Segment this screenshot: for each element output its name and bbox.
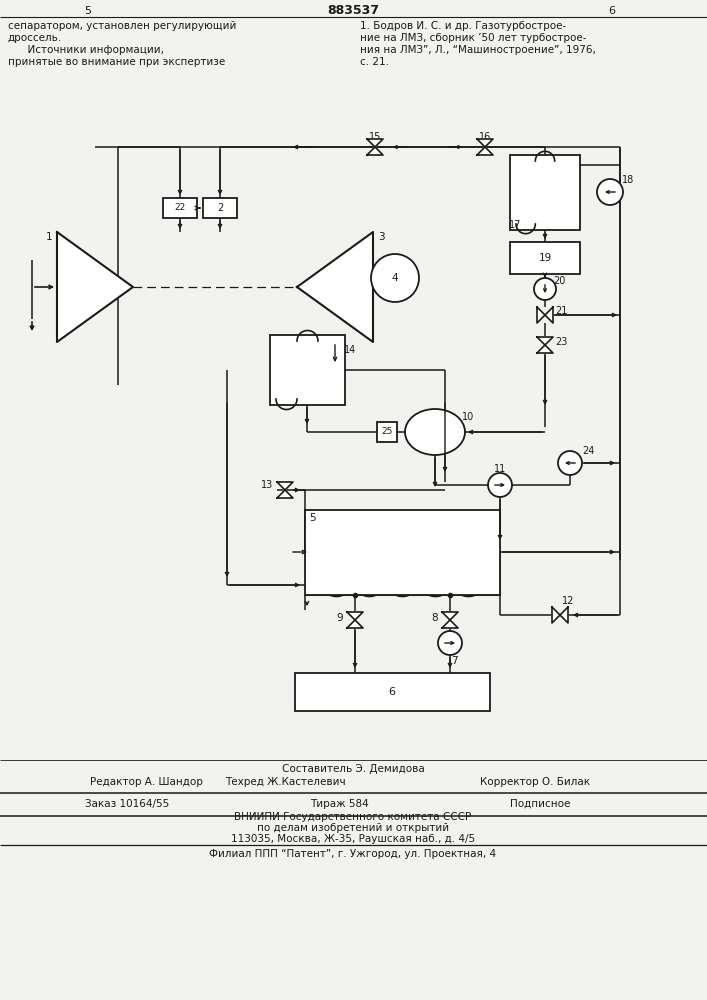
Bar [295, 673, 490, 711]
Bar [270, 335, 345, 405]
Text: Подписное: Подписное [510, 799, 571, 809]
Circle shape [438, 631, 462, 655]
Text: 22: 22 [175, 204, 186, 213]
Text: 11: 11 [494, 464, 506, 474]
Polygon shape [560, 607, 568, 623]
Text: 113035, Москва, Ж-35, Раушская наб., д. 4/5: 113035, Москва, Ж-35, Раушская наб., д. … [231, 834, 475, 844]
Polygon shape [537, 307, 545, 323]
Text: Корректор О. Билак: Корректор О. Билак [480, 777, 590, 787]
Text: дроссель.: дроссель. [8, 33, 62, 43]
Text: 15: 15 [369, 132, 381, 142]
Text: 10: 10 [462, 412, 474, 422]
Ellipse shape [405, 409, 465, 455]
Text: 16: 16 [479, 132, 491, 142]
Text: по делам изобретений и открытий: по делам изобретений и открытий [257, 823, 449, 833]
Polygon shape [537, 337, 553, 345]
Polygon shape [277, 482, 293, 490]
Text: 9: 9 [337, 613, 344, 623]
Text: 5: 5 [85, 6, 91, 16]
Polygon shape [537, 345, 553, 353]
Text: 21: 21 [555, 306, 567, 316]
Text: Редактор А. Шандор: Редактор А. Шандор [90, 777, 203, 787]
Text: 6: 6 [389, 687, 395, 697]
Text: Филиал ППП “Патент”, г. Ужгород, ул. Проектная, 4: Филиал ППП “Патент”, г. Ужгород, ул. Про… [209, 849, 496, 859]
Text: 19: 19 [538, 253, 551, 263]
Bar [377, 422, 397, 442]
Text: Техред Ж.Кастелевич: Техред Ж.Кастелевич [225, 777, 346, 787]
Polygon shape [297, 232, 373, 342]
Text: 4: 4 [392, 273, 398, 283]
Text: Заказ 10164/55: Заказ 10164/55 [85, 799, 169, 809]
Text: 12: 12 [562, 596, 574, 606]
Polygon shape [545, 307, 553, 323]
Text: 1: 1 [46, 232, 52, 242]
Bar [163, 198, 197, 218]
Text: Составитель Э. Демидова: Составитель Э. Демидова [281, 764, 424, 774]
Text: 7: 7 [450, 656, 457, 666]
Text: 883537: 883537 [327, 4, 379, 17]
Polygon shape [347, 612, 363, 620]
Text: Тираж 584: Тираж 584 [310, 799, 369, 809]
Bar [510, 155, 580, 230]
Polygon shape [347, 620, 363, 628]
Polygon shape [477, 139, 493, 147]
Bar [510, 242, 580, 274]
Text: 20: 20 [553, 276, 565, 286]
Text: 6: 6 [609, 6, 616, 16]
Bar [203, 198, 237, 218]
Text: 3: 3 [378, 232, 385, 242]
Polygon shape [57, 232, 133, 342]
Text: 17: 17 [509, 220, 521, 230]
Polygon shape [277, 490, 293, 498]
Circle shape [534, 278, 556, 300]
Circle shape [371, 254, 419, 302]
Text: 23: 23 [555, 337, 567, 347]
Text: 5: 5 [310, 513, 316, 523]
Circle shape [488, 473, 512, 497]
Text: Источники информации,: Источники информации, [8, 45, 164, 55]
Text: 14: 14 [344, 345, 356, 355]
Text: 25: 25 [381, 428, 392, 436]
Text: 18: 18 [622, 175, 634, 185]
Text: 2: 2 [217, 203, 223, 213]
Text: 24: 24 [582, 446, 594, 456]
Text: принятые во внимание при экспертизе: принятые во внимание при экспертизе [8, 57, 226, 67]
Text: ние на ЛМЗ, сборник ’50 лет турбострое-: ние на ЛМЗ, сборник ’50 лет турбострое- [360, 33, 587, 43]
Circle shape [597, 179, 623, 205]
Text: 13: 13 [261, 480, 273, 490]
Polygon shape [367, 147, 383, 155]
Polygon shape [477, 147, 493, 155]
Text: ВНИИПИ Государственного комитета СССР: ВНИИПИ Государственного комитета СССР [235, 812, 472, 822]
Polygon shape [367, 139, 383, 147]
Text: с. 21.: с. 21. [360, 57, 389, 67]
Text: ния на ЛМЗ”, Л., “Машиностроение”, 1976,: ния на ЛМЗ”, Л., “Машиностроение”, 1976, [360, 45, 596, 55]
Polygon shape [442, 620, 458, 628]
Polygon shape [552, 607, 560, 623]
Text: сепаратором, установлен регулирующий: сепаратором, установлен регулирующий [8, 21, 236, 31]
Polygon shape [442, 612, 458, 620]
Circle shape [558, 451, 582, 475]
Text: 1. Бодров И. С. и др. Газотурбострое-: 1. Бодров И. С. и др. Газотурбострое- [360, 21, 566, 31]
Bar [305, 510, 500, 595]
Text: 8: 8 [432, 613, 438, 623]
